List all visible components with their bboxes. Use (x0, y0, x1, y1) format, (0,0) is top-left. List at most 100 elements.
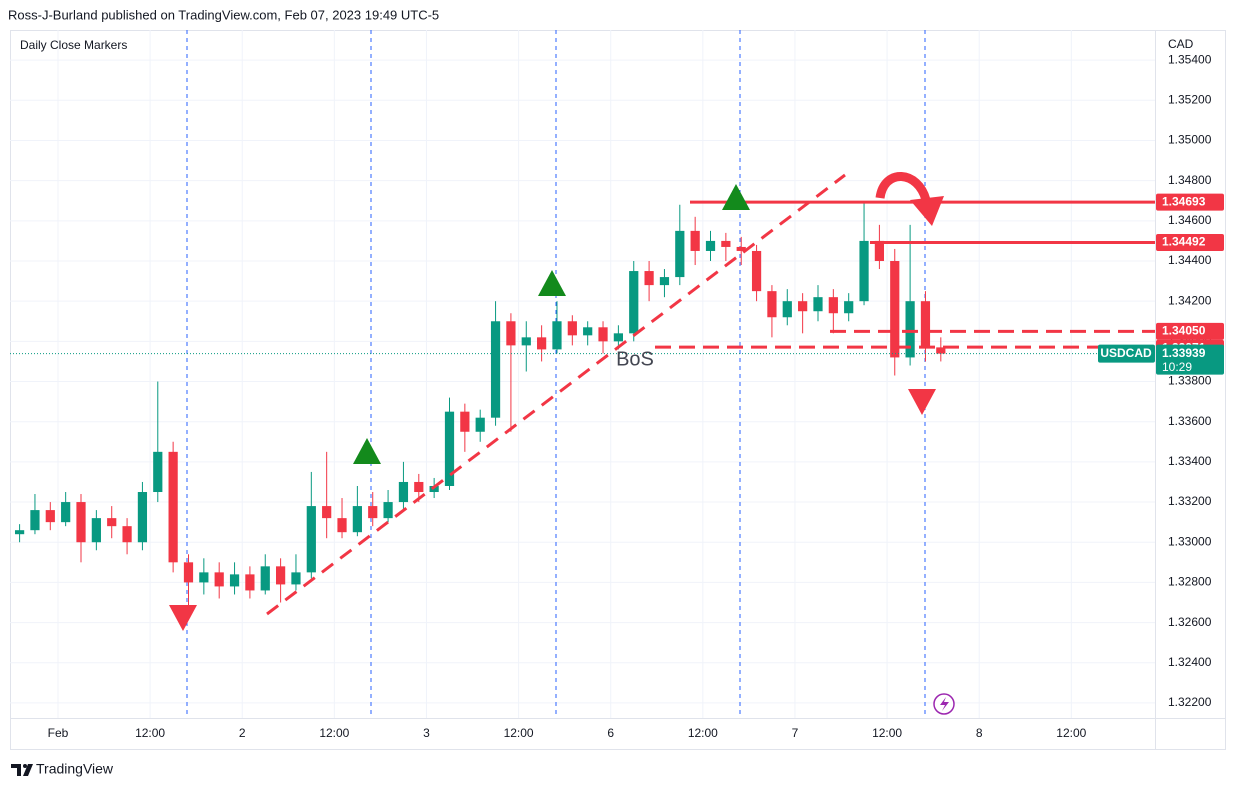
candle-body (613, 333, 623, 342)
last-price-label: 1.33939 (1162, 346, 1206, 360)
y-tick-label: 1.34600 (1168, 213, 1212, 227)
y-tick-label: 1.34200 (1168, 293, 1212, 307)
price-labels: 1.346931.344921.340501.33971USDCAD1.3393… (1098, 193, 1224, 375)
countdown-label: 10:29 (1162, 360, 1192, 374)
candle-body (214, 572, 224, 587)
candle-body (890, 261, 900, 358)
candle-body (629, 271, 639, 334)
logo: TradingView (11, 761, 114, 777)
y-tick-label: 1.33800 (1168, 374, 1212, 388)
candle-body (153, 451, 163, 493)
candle-body (537, 337, 547, 350)
candle-body (30, 510, 40, 531)
candle-body (659, 277, 670, 286)
candle-body (920, 301, 931, 348)
y-tick-label: 1.32600 (1168, 615, 1212, 629)
candle-body (245, 574, 255, 591)
x-tick-label: 8 (976, 726, 983, 740)
x-tick-label: 6 (607, 726, 614, 740)
candle-body (337, 518, 347, 533)
x-tick-label: 2 (239, 726, 246, 740)
x-tick-label: 3 (423, 726, 430, 740)
y-tick-label: 1.32400 (1168, 655, 1212, 669)
candle-body (521, 337, 531, 346)
currency: CAD (1168, 37, 1194, 51)
axes: 1.35400 1.35200 1.35000 1.34800 1.34600 1.344… (48, 52, 1212, 740)
annotation: BoS (616, 348, 654, 370)
candle-body (782, 301, 792, 318)
candle-body (398, 481, 409, 503)
candle-body (767, 291, 777, 318)
candle-body (306, 506, 316, 573)
candle-body (705, 240, 716, 251)
level-label: 1.34492 (1162, 235, 1206, 249)
candle-body (229, 574, 240, 587)
up-marker (538, 270, 566, 296)
candle-body (506, 321, 516, 346)
candle-body (137, 492, 148, 543)
candle-body (490, 321, 501, 418)
drawings: BoS (169, 172, 955, 715)
candle-body (322, 506, 332, 519)
logo-dot (23, 764, 27, 768)
chart-title: Daily Close Markers (20, 38, 127, 52)
x-tick-label: 12:00 (135, 726, 165, 740)
candle-body (368, 506, 378, 519)
candle-body (168, 451, 178, 563)
curved-arrow (875, 172, 931, 202)
candle-body (690, 230, 700, 251)
candle-body (414, 481, 424, 493)
x-tick-label: Feb (48, 726, 69, 740)
x-tick-label: 12:00 (688, 726, 718, 740)
candle-body (751, 250, 762, 292)
x-tick-label: 12:00 (1056, 726, 1086, 740)
y-tick-label: 1.35400 (1168, 52, 1212, 66)
up-marker (722, 184, 750, 210)
symbol-label-box (1098, 344, 1155, 363)
arrow-head (910, 196, 944, 226)
level-label-box (1156, 322, 1224, 340)
header: Ross-J-Burland published on TradingView.… (8, 7, 439, 22)
candle-body (874, 240, 885, 262)
logo-mark (11, 764, 33, 776)
candle-body (91, 518, 101, 543)
candle-body (429, 485, 439, 493)
down-marker (169, 605, 197, 631)
candle-body (475, 417, 485, 432)
level-label-box (1156, 193, 1224, 211)
candle-body (61, 502, 71, 523)
alert-bolt (940, 697, 949, 711)
trend-line (266, 173, 846, 616)
y-tick-label: 1.32200 (1168, 695, 1212, 709)
candle-body (460, 411, 470, 432)
y-tick-label: 1.33400 (1168, 454, 1212, 468)
candle-body (598, 327, 608, 342)
candle-body (276, 566, 286, 585)
symbol-label: USDCAD (1100, 346, 1152, 360)
level-label-box (1156, 234, 1224, 252)
level-label: 1.34693 (1162, 194, 1206, 208)
candle-body (122, 526, 132, 543)
grid-layer (10, 30, 1155, 718)
candle-body (383, 502, 393, 519)
candle-body (76, 502, 86, 543)
candle-body (291, 572, 301, 585)
candle-body (798, 301, 808, 312)
candle-body (352, 506, 362, 533)
levels (10, 200, 1155, 355)
y-tick-label: 1.35200 (1168, 92, 1212, 106)
up-marker (353, 438, 381, 464)
y-tick-label: 1.32800 (1168, 575, 1212, 589)
y-tick-label: 1.34400 (1168, 253, 1212, 267)
candle-body (859, 240, 869, 302)
level-label: 1.34050 (1162, 323, 1206, 337)
daily-close-lines (186, 30, 926, 718)
x-tick-label: 7 (792, 726, 799, 740)
candle-body (107, 518, 117, 527)
candle-body (14, 530, 25, 535)
last-price-box (1156, 344, 1224, 375)
candle-body (675, 230, 685, 278)
candle-body (260, 566, 270, 591)
